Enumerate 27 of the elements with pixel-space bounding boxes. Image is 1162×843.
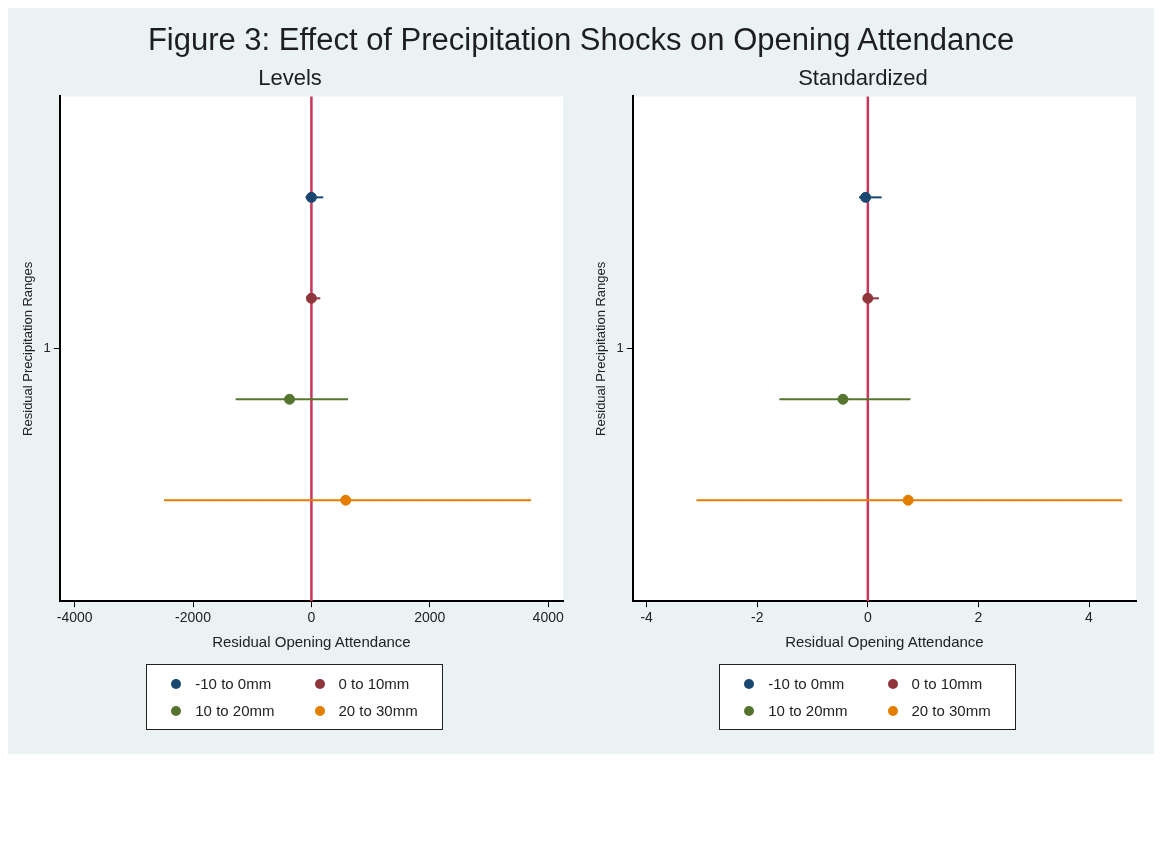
x-tick-label: -4000 — [56, 609, 93, 626]
legend-label: -10 to 0mm — [768, 675, 845, 692]
x-tick-label: -2 — [750, 609, 764, 626]
x-tick-label: -4 — [639, 609, 653, 626]
x-tick-label: 2 — [974, 609, 983, 626]
y-axis-title: Residual Precipitation Ranges — [19, 261, 35, 436]
x-tick-label: -2000 — [174, 609, 211, 626]
y-tick-label: 1 — [43, 340, 51, 356]
legend-label: 20 to 30mm — [338, 702, 418, 719]
x-tick-label: 4000 — [532, 609, 564, 626]
chart-subtitle: Standardized — [797, 65, 928, 91]
legend-label: -10 to 0mm — [195, 675, 272, 692]
chart-title: Figure 3: Effect of Precipitation Shocks on Opening Attendance — [146, 22, 1016, 58]
x-tick-label: 4 — [1084, 609, 1093, 626]
legend-label: 0 to 10mm — [338, 675, 410, 692]
chart-subtitle: Levels — [257, 65, 322, 91]
legend-label: 0 to 10mm — [911, 675, 983, 692]
x-axis-title: Residual Opening Attendance — [211, 633, 411, 651]
y-tick-label: 1 — [616, 340, 624, 356]
y-axis-title: Residual Precipitation Ranges — [592, 261, 608, 436]
x-axis-title: Residual Opening Attendance — [784, 633, 984, 651]
x-tick-label: 2000 — [413, 609, 446, 626]
x-tick-label: 0 — [863, 609, 872, 626]
legend-label: 20 to 30mm — [911, 702, 991, 719]
legend-label: 10 to 20mm — [768, 702, 848, 719]
legend-label: 10 to 20mm — [195, 702, 275, 719]
x-tick-label: 0 — [307, 609, 316, 626]
